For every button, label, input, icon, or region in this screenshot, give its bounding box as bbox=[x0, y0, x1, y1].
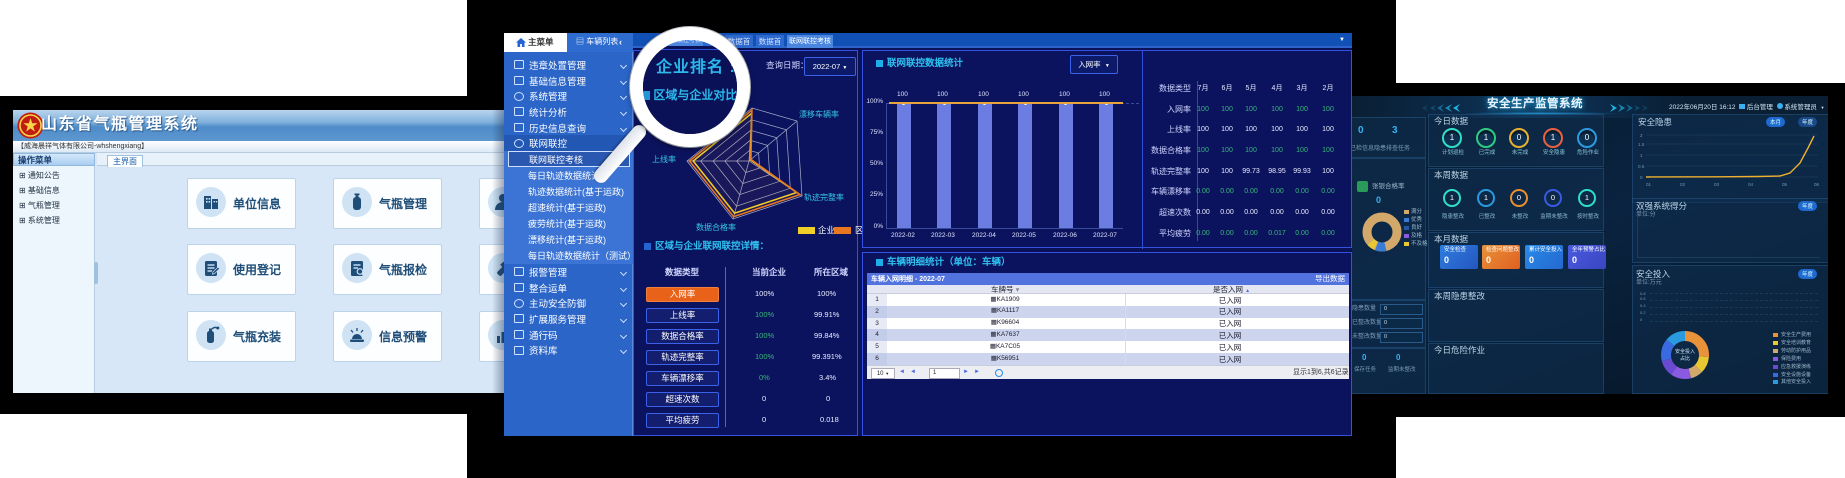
svg-text:1.5: 1.5 bbox=[1638, 142, 1645, 147]
svg-text:05: 05 bbox=[1782, 182, 1788, 187]
svg-text:占比: 占比 bbox=[1680, 355, 1690, 362]
svg-text:04: 04 bbox=[1748, 182, 1754, 187]
svg-text:2: 2 bbox=[1640, 133, 1643, 138]
svg-text:0.5: 0.5 bbox=[1638, 164, 1645, 169]
svg-text:03: 03 bbox=[1714, 182, 1720, 187]
svg-text:02: 02 bbox=[1680, 182, 1686, 187]
svg-text:06: 06 bbox=[1814, 182, 1820, 187]
svg-text:1: 1 bbox=[1640, 153, 1643, 158]
svg-text:01: 01 bbox=[1646, 182, 1652, 187]
svg-text:安全投入: 安全投入 bbox=[1675, 348, 1695, 355]
svg-text:0: 0 bbox=[1640, 175, 1643, 180]
